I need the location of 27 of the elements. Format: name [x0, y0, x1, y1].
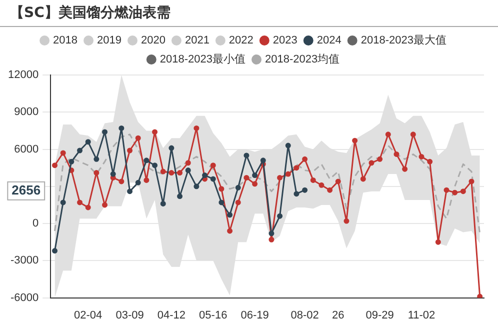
- legend-label: 2022: [228, 34, 254, 47]
- legend-label: 2018-2023最小值: [160, 52, 246, 66]
- legend-label: 2023: [272, 34, 298, 47]
- x-tick-label: 26: [332, 309, 344, 322]
- y-tick-label: 0: [32, 218, 39, 230]
- legend-label: 2020: [140, 34, 166, 47]
- x-tick-label: 05-16: [199, 309, 228, 322]
- x-tick-label: 08-02: [290, 309, 319, 322]
- x-tick-label: 11-02: [408, 309, 436, 322]
- x-tick-label: 09-29: [366, 309, 394, 322]
- chart-title: 【SC】美国馏分燃油表需: [0, 0, 498, 27]
- x-tick-label: 02-04: [74, 309, 102, 322]
- x-tick-label: 06-19: [240, 309, 269, 322]
- x-tick-label: 04-12: [157, 309, 186, 322]
- x-tick-label: 03-09: [116, 309, 144, 322]
- y-tick-label: 9000: [14, 106, 39, 118]
- legend-label: 2021: [184, 34, 210, 47]
- legend-label: 2024: [316, 34, 342, 47]
- legend-label: 2018: [53, 34, 78, 47]
- text: 2656: [12, 182, 41, 198]
- y-tick-label: 6000: [14, 143, 39, 156]
- legend-label: 2019: [97, 34, 122, 47]
- legend-label: 2018-2023最大值: [360, 34, 446, 47]
- y-tick-label: -3000: [10, 254, 39, 267]
- y-tick-label: -6000: [10, 292, 39, 304]
- legend-label: 2018-2023均值: [265, 54, 340, 66]
- y-tick-label: 12000: [8, 69, 39, 82]
